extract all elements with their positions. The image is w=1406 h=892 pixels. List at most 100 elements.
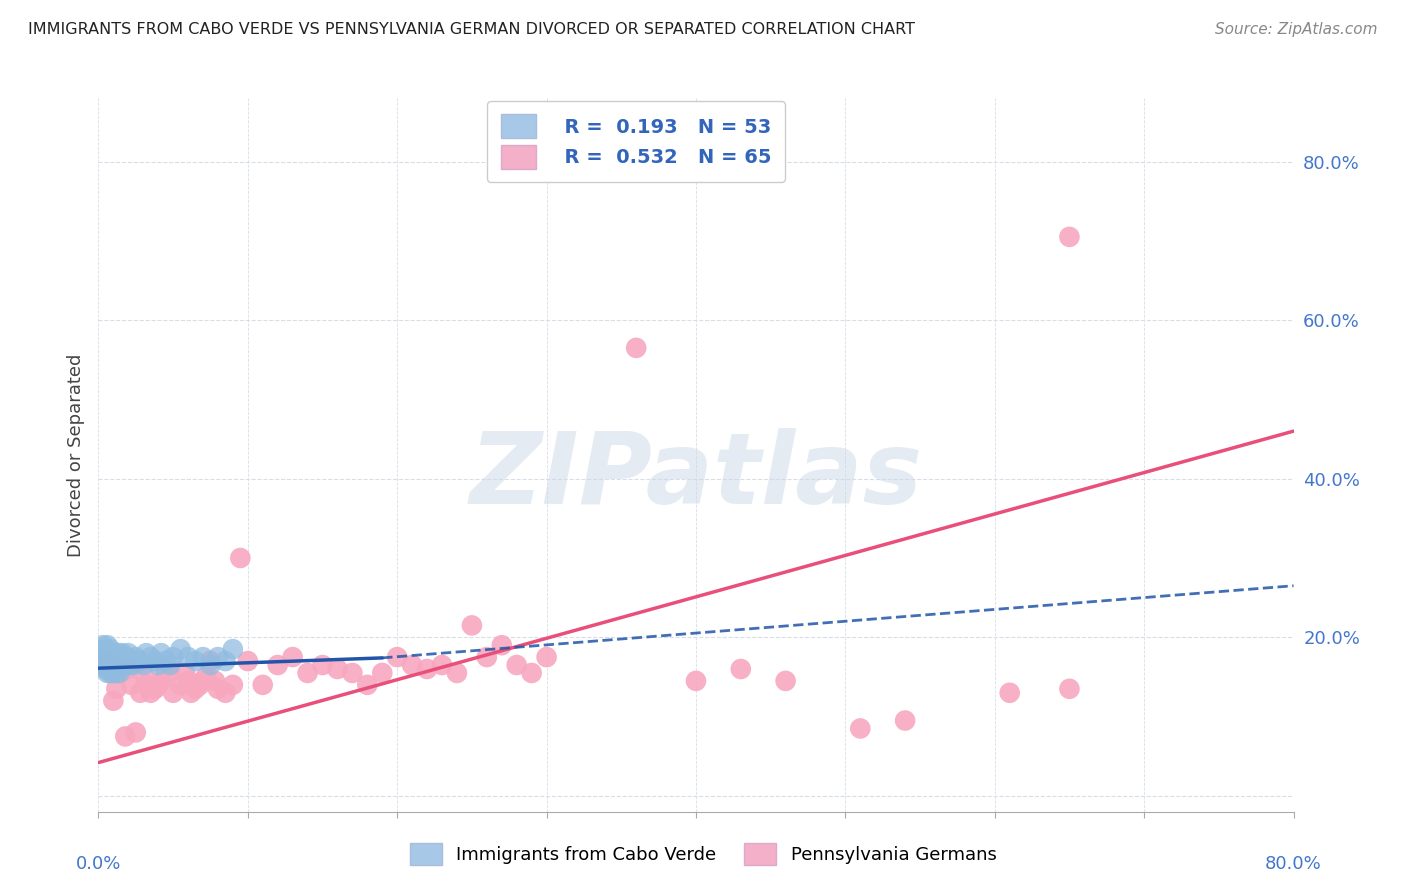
Point (520, 665, 543, 680)
Legend:   R =  0.193   N = 53,   R =  0.532   N = 65: R = 0.193 N = 53, R = 0.532 N = 65 (486, 101, 786, 182)
Point (135, 678, 157, 692)
Point (775, 673, 797, 688)
Point (214, 686, 236, 700)
Point (184, 654, 207, 668)
Point (89, 650, 111, 665)
Point (98, 642, 122, 657)
Point (297, 665, 319, 680)
Point (401, 658, 423, 673)
Text: 80.0%: 80.0% (1265, 855, 1322, 872)
Point (128, 654, 150, 668)
Point (155, 654, 177, 668)
Point (194, 670, 218, 684)
Point (93, 642, 115, 657)
Point (207, 681, 229, 696)
Point (430, 658, 453, 673)
Point (115, 650, 138, 665)
Point (117, 662, 139, 676)
Point (475, 650, 498, 665)
Point (536, 650, 558, 665)
Point (120, 678, 142, 692)
Point (132, 665, 155, 680)
Legend: Immigrants from Cabo Verde, Pennsylvania Germans: Immigrants from Cabo Verde, Pennsylvania… (401, 834, 1005, 874)
Point (342, 665, 364, 680)
Point (91, 658, 114, 673)
Point (169, 642, 191, 657)
Point (105, 665, 128, 680)
Point (998, 686, 1021, 700)
Point (200, 658, 222, 673)
Point (159, 665, 181, 680)
Point (1059, 230, 1081, 244)
Point (188, 678, 211, 692)
Point (120, 654, 142, 668)
Point (139, 650, 162, 665)
Point (252, 678, 274, 692)
Point (108, 658, 131, 673)
Point (90, 646, 112, 660)
Point (174, 665, 197, 680)
Point (506, 658, 529, 673)
Point (103, 665, 125, 680)
Point (730, 662, 752, 676)
Point (624, 341, 647, 355)
Point (446, 665, 468, 680)
Point (94, 658, 117, 673)
Point (214, 654, 236, 668)
Point (101, 662, 124, 676)
Point (267, 658, 290, 673)
Point (177, 650, 200, 665)
Point (148, 678, 170, 692)
Point (416, 662, 439, 676)
Point (110, 650, 132, 665)
Point (103, 694, 125, 708)
Point (326, 662, 349, 676)
Point (385, 650, 409, 665)
Text: IMMIGRANTS FROM CABO VERDE VS PENNSYLVANIA GERMAN DIVORCED OR SEPARATED CORRELAT: IMMIGRANTS FROM CABO VERDE VS PENNSYLVAN… (28, 22, 915, 37)
Point (139, 686, 162, 700)
Point (148, 658, 170, 673)
Point (101, 662, 124, 676)
Point (104, 662, 127, 676)
Point (162, 686, 184, 700)
Point (121, 658, 143, 673)
Point (98, 658, 122, 673)
Point (108, 665, 131, 680)
Point (97, 662, 120, 676)
Point (191, 673, 214, 688)
Point (107, 646, 129, 660)
Point (91, 638, 114, 652)
Point (105, 681, 128, 696)
Point (371, 665, 394, 680)
Point (177, 673, 200, 688)
Point (222, 678, 245, 692)
Point (105, 654, 128, 668)
Point (96, 662, 118, 676)
Point (143, 681, 166, 696)
Point (111, 646, 134, 660)
Point (98, 665, 122, 680)
Point (491, 638, 513, 652)
Point (125, 650, 148, 665)
Point (132, 658, 155, 673)
Point (204, 673, 226, 688)
Point (104, 650, 127, 665)
Point (191, 650, 214, 665)
Point (129, 686, 152, 700)
Point (461, 618, 484, 632)
Point (150, 646, 173, 660)
Point (117, 646, 139, 660)
Point (184, 681, 207, 696)
Point (849, 722, 872, 736)
Point (356, 678, 378, 692)
Point (281, 650, 304, 665)
Text: Source: ZipAtlas.com: Source: ZipAtlas.com (1215, 22, 1378, 37)
Text: ZIPatlas: ZIPatlas (470, 428, 922, 524)
Point (229, 551, 252, 566)
Point (110, 665, 132, 680)
Point (97, 654, 120, 668)
Point (96, 638, 118, 652)
Point (118, 658, 141, 673)
Point (894, 714, 917, 728)
Point (114, 654, 136, 668)
